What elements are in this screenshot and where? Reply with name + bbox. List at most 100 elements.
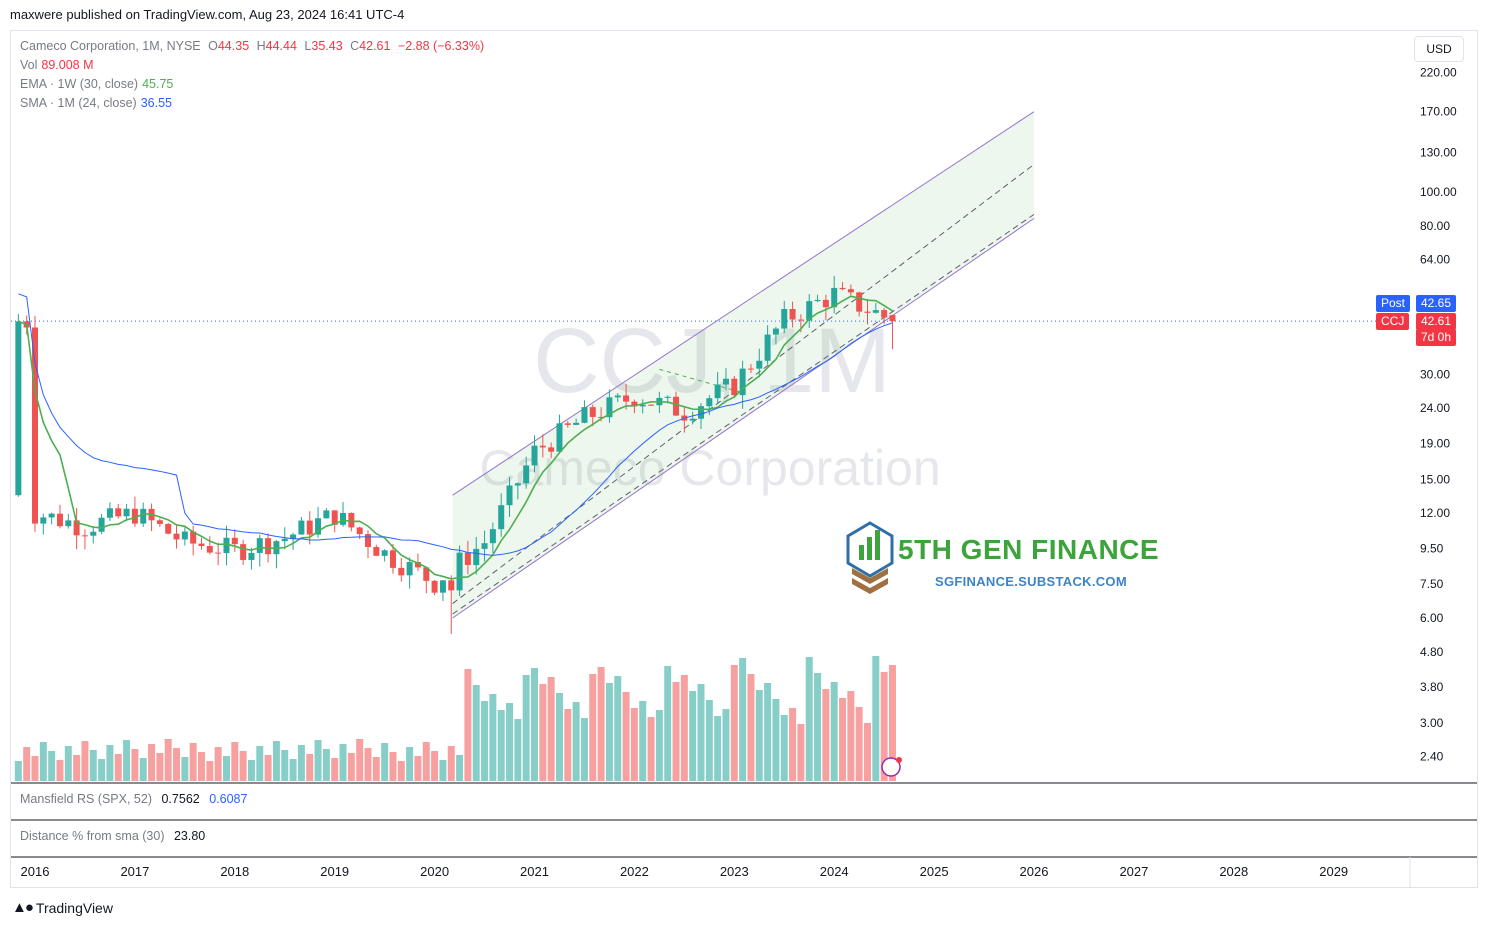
ema-label[interactable]: EMA · 1W (30, close) bbox=[20, 77, 139, 91]
volume-bar bbox=[572, 702, 580, 781]
close-label: C bbox=[350, 39, 360, 53]
volume-bar bbox=[231, 742, 239, 781]
open-label: O bbox=[208, 39, 218, 53]
volume-bar bbox=[722, 709, 730, 781]
volume-bar bbox=[389, 752, 397, 781]
brand-emblem-base bbox=[852, 568, 888, 584]
alert-bolt-icon bbox=[881, 757, 901, 777]
chart-frame bbox=[10, 30, 1478, 888]
volume-bar bbox=[456, 755, 464, 781]
brand-emblem-bar bbox=[867, 537, 872, 560]
candle-body bbox=[797, 319, 804, 321]
candle-body bbox=[365, 534, 371, 547]
rs-label[interactable]: Mansfield RS (SPX, 52) bbox=[20, 792, 152, 806]
volume-bar bbox=[39, 742, 47, 781]
volume-bar bbox=[714, 716, 722, 781]
volume-bar bbox=[730, 665, 738, 781]
distance-label[interactable]: Distance % from sma (30) bbox=[20, 829, 165, 843]
candle-body bbox=[181, 531, 188, 540]
volume-bar bbox=[272, 741, 280, 781]
candle-body bbox=[315, 518, 322, 535]
tradingview-brand[interactable]: TradingView bbox=[35, 899, 113, 916]
volume-bar bbox=[81, 741, 89, 781]
candle-body bbox=[648, 404, 655, 406]
sma-legend: SMA · 1M (24, close) 36.55 bbox=[20, 96, 172, 110]
volume-bar bbox=[306, 754, 314, 781]
candle-body bbox=[789, 309, 796, 320]
candle-body bbox=[323, 510, 330, 519]
volume-bar bbox=[339, 744, 347, 781]
candle-body bbox=[847, 289, 854, 293]
distance-legend: Distance % from sma (30) 23.80 bbox=[20, 829, 205, 843]
y-tick-label: 6.00 bbox=[1420, 611, 1444, 625]
candle-body bbox=[872, 310, 879, 313]
candle-body bbox=[481, 543, 488, 549]
brand-emblem-base bbox=[852, 578, 888, 594]
candle-body bbox=[889, 315, 896, 322]
last-price-tag: 42.61 bbox=[1416, 313, 1457, 330]
volume-bar bbox=[780, 715, 788, 781]
volume-bar bbox=[655, 710, 663, 781]
watermark-name: Cameco Corporation bbox=[479, 440, 940, 496]
y-tick-label: 24.00 bbox=[1420, 401, 1450, 415]
volume-bar bbox=[148, 744, 156, 781]
volume-bar bbox=[464, 669, 472, 781]
candle-body bbox=[739, 368, 746, 396]
candle-body bbox=[215, 552, 222, 554]
volume-bar bbox=[589, 674, 597, 781]
countdown-tag: 7d 0h bbox=[1416, 329, 1457, 346]
candle-body bbox=[81, 535, 88, 537]
volume-bar bbox=[747, 674, 755, 781]
tradingview-logo-icon[interactable]: ▲● bbox=[12, 899, 34, 916]
symbol-label-tag: CCJ bbox=[1376, 313, 1410, 330]
candle-body bbox=[639, 404, 646, 407]
x-tick-label: 2016 bbox=[21, 864, 50, 879]
volume-bar bbox=[855, 707, 863, 781]
volume-label[interactable]: Vol bbox=[20, 58, 38, 72]
volume-bar bbox=[822, 689, 830, 781]
candle-body bbox=[714, 384, 721, 399]
symbol-label[interactable]: Cameco Corporation, 1M, NYSE bbox=[20, 39, 201, 53]
volume-bar bbox=[739, 658, 747, 781]
candle-body bbox=[389, 550, 396, 568]
volume-bar bbox=[173, 748, 181, 781]
volume-bar bbox=[289, 759, 297, 781]
candle-body bbox=[589, 407, 596, 417]
volume-bar bbox=[414, 756, 422, 781]
candle-body bbox=[764, 334, 771, 361]
currency-button[interactable]: USD bbox=[1414, 36, 1464, 62]
x-tick-label: 2025 bbox=[920, 864, 949, 879]
candle-body bbox=[348, 512, 355, 528]
volume-bar bbox=[214, 747, 222, 781]
volume-bar bbox=[247, 760, 255, 781]
candle-body bbox=[631, 401, 638, 407]
volume-bar bbox=[181, 757, 189, 781]
volume-bar bbox=[489, 694, 497, 781]
watermark-ticker: CCJ, 1M bbox=[533, 310, 891, 412]
post-price-tag: 42.65 bbox=[1416, 295, 1457, 312]
volume-bar bbox=[364, 748, 372, 781]
volume-bar bbox=[514, 719, 522, 781]
volume-bar bbox=[139, 758, 147, 781]
x-tick-label: 2017 bbox=[120, 864, 149, 879]
symbol-legend: Cameco Corporation, 1M, NYSE O44.35 H44.… bbox=[20, 39, 484, 53]
volume-bar bbox=[14, 761, 22, 781]
volume-bar bbox=[164, 739, 172, 781]
y-tick-label: 3.00 bbox=[1420, 716, 1444, 730]
volume-bar bbox=[797, 724, 805, 781]
candle-body bbox=[331, 510, 338, 525]
candle-body bbox=[406, 562, 413, 576]
volume-bar bbox=[639, 701, 647, 781]
candle-body bbox=[248, 552, 255, 560]
sma-label[interactable]: SMA · 1M (24, close) bbox=[20, 96, 137, 110]
volume-bar bbox=[56, 760, 64, 781]
volume-bar bbox=[555, 693, 563, 781]
volume-bar bbox=[331, 758, 339, 781]
candle-body bbox=[473, 548, 480, 566]
candle-body bbox=[747, 368, 754, 370]
distance-value: 23.80 bbox=[173, 829, 206, 843]
candle-body bbox=[32, 327, 38, 524]
volume-bar bbox=[764, 683, 772, 781]
volume-bar bbox=[447, 746, 455, 781]
